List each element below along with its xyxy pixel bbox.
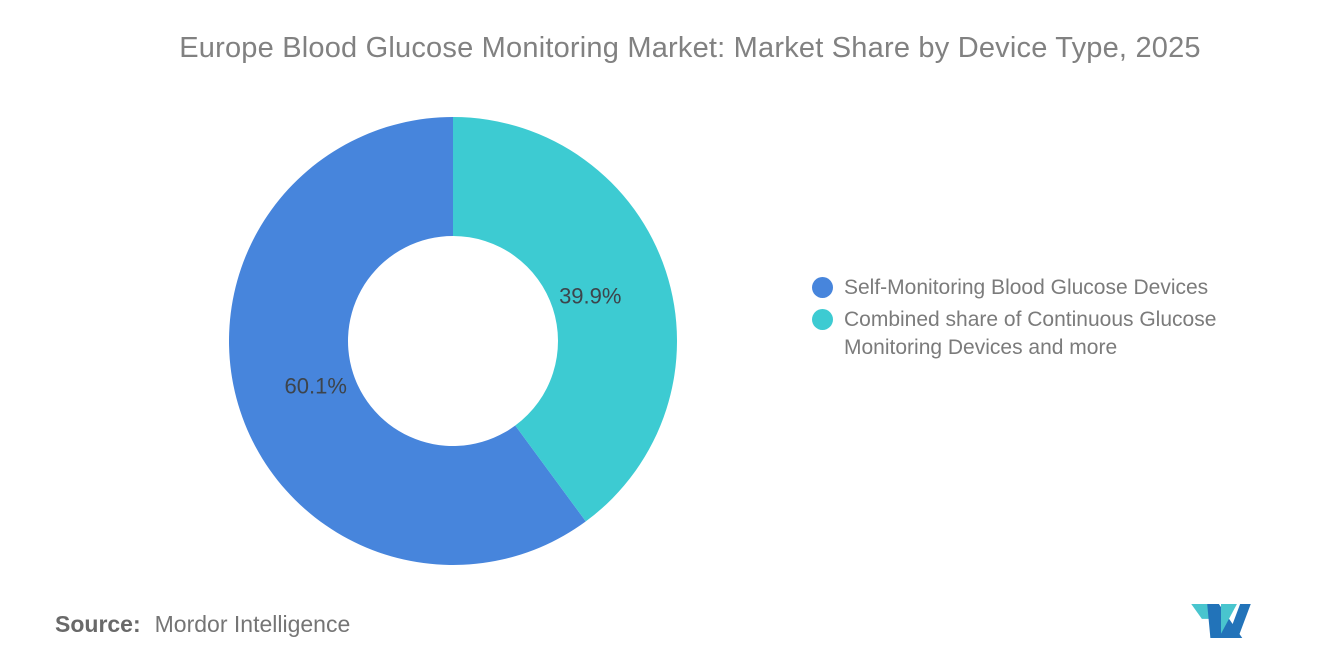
source-text: Mordor Intelligence [154, 611, 351, 637]
legend-label: Self-Monitoring Blood Glucose Devices [844, 276, 1209, 299]
legend-swatch-teal-icon [812, 309, 833, 330]
logo-shape [1221, 604, 1237, 634]
mordor-intelligence-logo [1191, 604, 1251, 638]
source-note: Source: Mordor Intelligence [55, 611, 350, 638]
legend-swatch-blue-icon [812, 277, 833, 298]
donut-slice-0[interactable] [229, 117, 586, 565]
chart-title: Europe Blood Glucose Monitoring Market: … [179, 32, 1201, 64]
source-prefix: Source: [55, 611, 141, 637]
donut-slice-1[interactable] [453, 117, 677, 522]
legend-item-cgm[interactable]: Combined share of Continuous Glucose Mon… [812, 306, 1259, 362]
legend-item-smbg[interactable]: Self-Monitoring Blood Glucose Devices [812, 274, 1259, 302]
donut-chart: 60.1% 39.9% [229, 117, 677, 565]
slice-value-label: 60.1% [285, 374, 347, 399]
logo-shape [1227, 604, 1251, 638]
slice-value-label: 39.9% [559, 283, 621, 308]
legend: Self-Monitoring Blood Glucose Devices Co… [812, 274, 1259, 362]
legend-label: Combined share of Continuous Glucose Mon… [844, 308, 1217, 359]
